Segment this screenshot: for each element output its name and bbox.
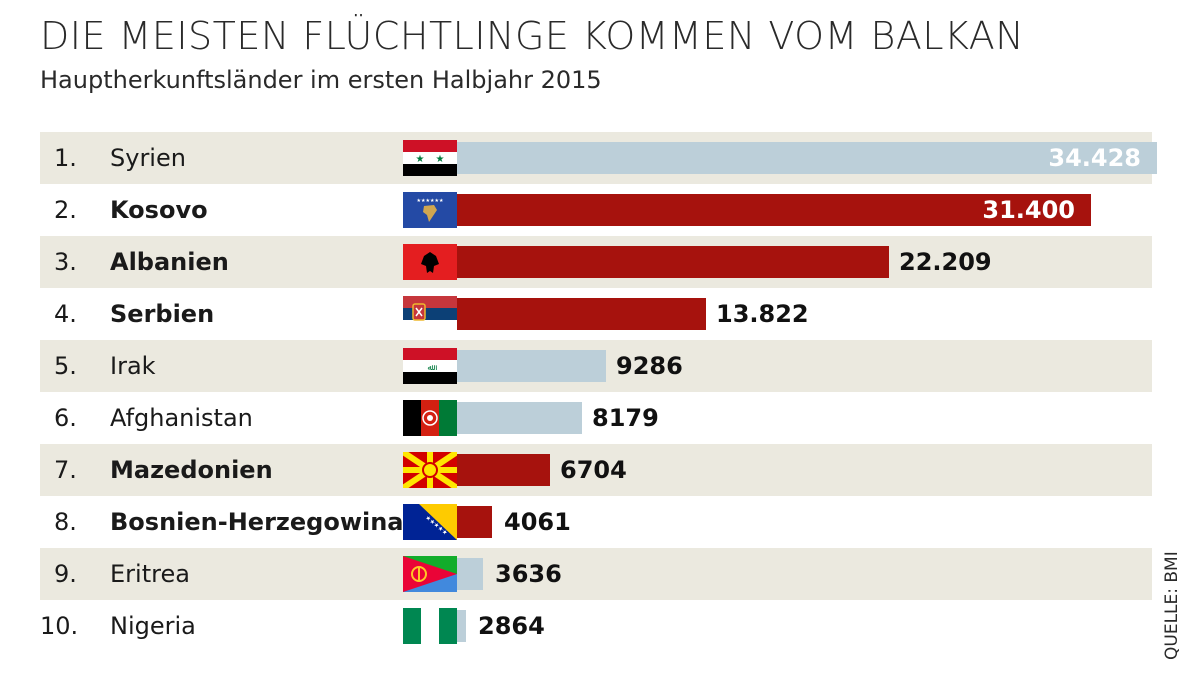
chart-row: 1. Syrien ★ ★ 34.428 — [40, 132, 1157, 184]
country-label: Irak — [110, 352, 156, 380]
rank-label: 9. — [54, 560, 77, 588]
chart-row: 9. Eritrea 3636 — [40, 548, 1152, 600]
rank-label: 4. — [54, 300, 77, 328]
country-label: Bosnien-Herzegowina — [110, 508, 404, 536]
bar — [403, 142, 1157, 174]
rank-label: 3. — [54, 248, 77, 276]
svg-text:★: ★ — [436, 154, 445, 165]
value-label: 31.400 — [982, 196, 1075, 224]
chart-row: 6. Afghanistan 8179 — [40, 392, 1152, 444]
country-label: Syrien — [110, 144, 186, 172]
chart-subtitle: Hauptherkunftsländer im ersten Halbjahr … — [40, 66, 602, 94]
rank-label: 7. — [54, 456, 77, 484]
chart-row: 3. Albanien 22.209 — [40, 236, 1152, 288]
kosovo-flag-icon: ★★★★★★ — [403, 192, 457, 228]
chart-row: 7. Mazedonien 6704 — [40, 444, 1152, 496]
bar — [403, 194, 1091, 226]
value-label: 9286 — [616, 352, 683, 380]
country-label: Albanien — [110, 248, 229, 276]
chart-title: DIE MEISTEN FLÜCHTLINGE KOMMEN VOM BALKA… — [40, 14, 1025, 58]
rank-label: 2. — [54, 196, 77, 224]
rank-label: 1. — [54, 144, 77, 172]
macedonia-flag-icon — [403, 452, 457, 488]
country-label: Nigeria — [110, 612, 196, 640]
svg-text:★★★★★★: ★★★★★★ — [417, 198, 444, 204]
value-label: 2864 — [478, 612, 545, 640]
value-label: 6704 — [560, 456, 627, 484]
nigeria-flag-icon — [403, 608, 457, 644]
rank-label: 5. — [54, 352, 77, 380]
albania-flag-icon — [403, 244, 457, 280]
value-label: 8179 — [592, 404, 659, 432]
chart-row: 10. Nigeria 2864 — [40, 600, 1152, 652]
value-label: 22.209 — [899, 248, 992, 276]
rank-label: 10. — [40, 612, 79, 640]
afghanistan-flag-icon — [403, 400, 457, 436]
eritrea-flag-icon — [403, 556, 457, 592]
country-label: Mazedonien — [110, 456, 273, 484]
bosnia-flag-icon: ★★★★★ — [403, 504, 457, 540]
value-label: 13.822 — [716, 300, 809, 328]
syria-flag-icon: ★ ★ — [403, 140, 457, 176]
value-label: 4061 — [504, 508, 571, 536]
source-note: QUELLE: BMI — [1162, 551, 1182, 660]
svg-text:★: ★ — [416, 154, 425, 165]
country-label: Eritrea — [110, 560, 190, 588]
chart-row: 4. Serbien 13.822 — [40, 288, 1152, 340]
country-label: Kosovo — [110, 196, 208, 224]
bar — [403, 246, 889, 278]
country-label: Serbien — [110, 300, 215, 328]
chart-row: 5. Irak ﷲ 9286 — [40, 340, 1152, 392]
chart-row: 2. Kosovo ★★★★★★ 31.400 — [40, 184, 1152, 236]
serbia-flag-icon — [403, 296, 457, 332]
iraq-flag-icon: ﷲ — [403, 348, 457, 384]
rank-label: 6. — [54, 404, 77, 432]
country-label: Afghanistan — [110, 404, 253, 432]
value-label: 34.428 — [1048, 144, 1141, 172]
value-label: 3636 — [495, 560, 562, 588]
rank-label: 8. — [54, 508, 77, 536]
chart-row: 8. Bosnien-Herzegowina ★★★★★ 4061 — [40, 496, 1152, 548]
